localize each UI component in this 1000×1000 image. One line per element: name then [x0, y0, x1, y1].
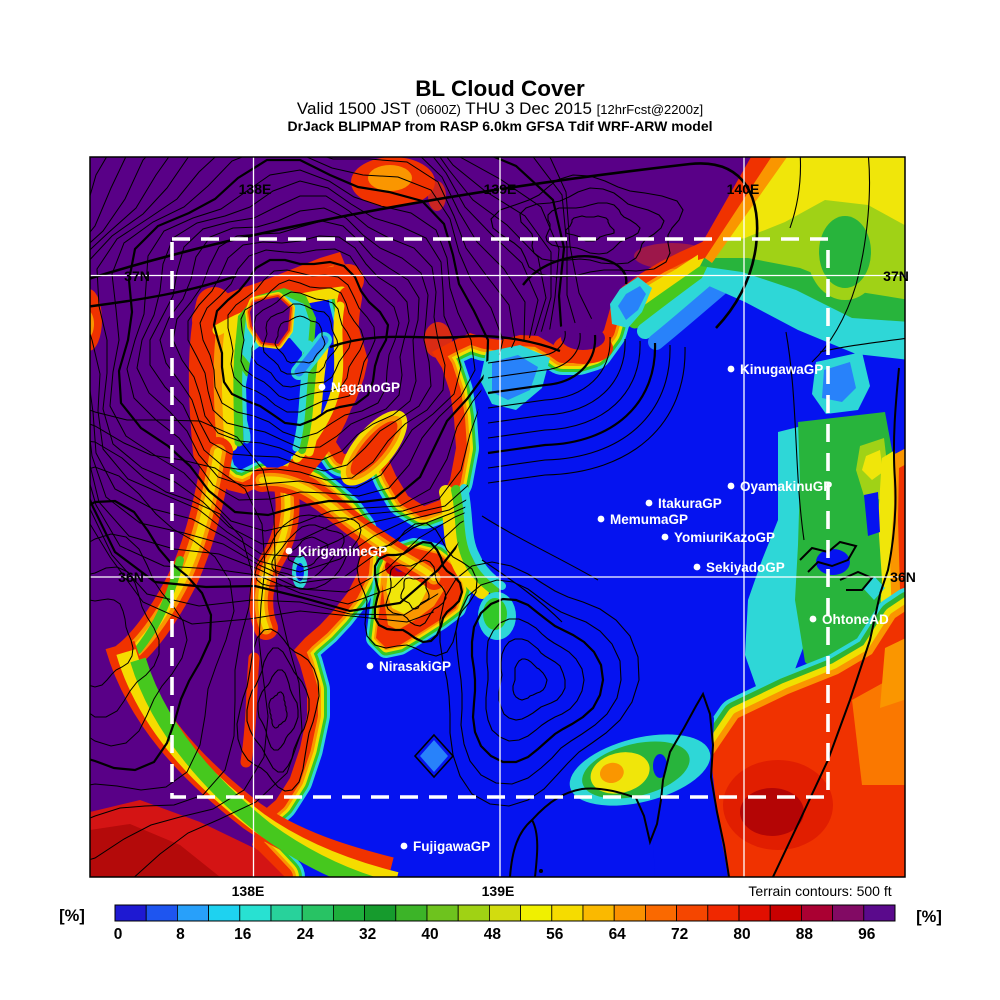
- svg-text:37N: 37N: [883, 268, 909, 284]
- svg-text:SekiyadoGP: SekiyadoGP: [706, 560, 785, 575]
- svg-text:MemumaGP: MemumaGP: [610, 512, 688, 527]
- svg-text:FujigawaGP: FujigawaGP: [413, 839, 490, 854]
- svg-text:138E: 138E: [239, 181, 272, 197]
- svg-text:Valid 1500 JST (0600Z) THU 3 D: Valid 1500 JST (0600Z) THU 3 Dec 2015 [1…: [297, 99, 703, 118]
- svg-text:NaganoGP: NaganoGP: [331, 380, 400, 395]
- svg-text:139E: 139E: [482, 883, 515, 899]
- svg-text:48: 48: [484, 926, 502, 943]
- svg-text:KinugawaGP: KinugawaGP: [740, 362, 823, 377]
- svg-text:KirigamineGP: KirigamineGP: [298, 544, 387, 559]
- svg-text:Terrain contours: 500 ft: Terrain contours: 500 ft: [748, 883, 891, 899]
- svg-text:56: 56: [546, 926, 564, 943]
- svg-text:ItakuraGP: ItakuraGP: [658, 496, 722, 511]
- svg-text:YomiuriKazoGP: YomiuriKazoGP: [674, 530, 775, 545]
- svg-text:80: 80: [733, 926, 750, 943]
- svg-text:36N: 36N: [890, 569, 916, 585]
- svg-text:[%]: [%]: [916, 908, 942, 926]
- svg-text:72: 72: [671, 926, 688, 943]
- svg-text:138E: 138E: [232, 883, 265, 899]
- svg-text:[%]: [%]: [59, 907, 85, 925]
- svg-text:140E: 140E: [727, 181, 760, 197]
- svg-text:OyamakinuGP: OyamakinuGP: [740, 479, 832, 494]
- svg-text:0: 0: [114, 926, 123, 943]
- svg-text:OhtoneAD: OhtoneAD: [822, 612, 889, 627]
- svg-text:96: 96: [858, 926, 876, 943]
- svg-text:DrJack BLIPMAP from RASP 6.0km: DrJack BLIPMAP from RASP 6.0km GFSA Tdif…: [288, 118, 713, 134]
- svg-text:40: 40: [421, 926, 438, 943]
- svg-text:NirasakiGP: NirasakiGP: [379, 659, 451, 674]
- svg-text:24: 24: [297, 926, 315, 943]
- svg-text:16: 16: [234, 926, 252, 943]
- svg-text:64: 64: [609, 926, 627, 943]
- svg-text:BL Cloud Cover: BL Cloud Cover: [415, 76, 585, 101]
- svg-text:36N: 36N: [118, 569, 144, 585]
- svg-text:139E: 139E: [484, 181, 517, 197]
- svg-text:37N: 37N: [124, 268, 150, 284]
- svg-text:88: 88: [796, 926, 814, 943]
- svg-text:8: 8: [176, 926, 185, 943]
- svg-text:32: 32: [359, 926, 376, 943]
